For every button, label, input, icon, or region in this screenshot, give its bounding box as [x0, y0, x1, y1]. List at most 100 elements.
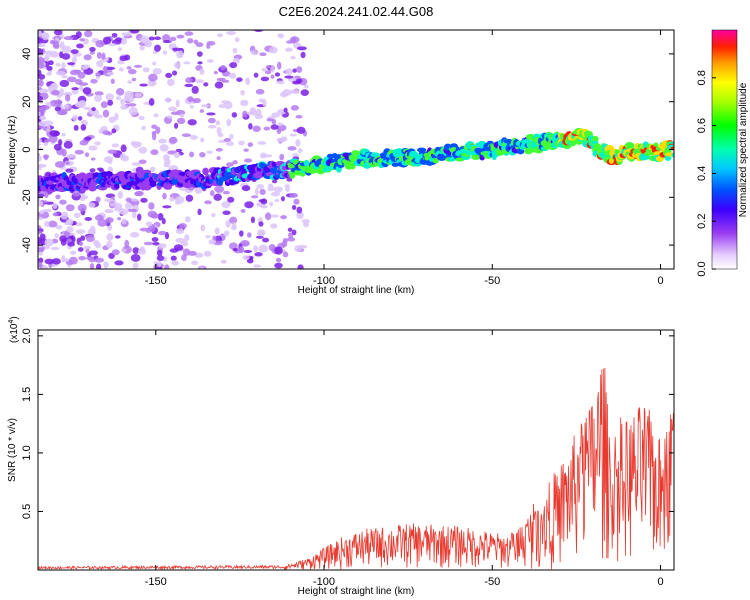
- heatmap-noise-cell: [286, 40, 294, 44]
- heatmap-noise-cell: [214, 81, 224, 89]
- heatmap-noise-cell: [59, 199, 67, 205]
- heatmap-noise-cell: [249, 107, 257, 114]
- heatmap-noise-cell: [39, 115, 47, 121]
- heatmap-noise-cell: [79, 38, 86, 42]
- colorbar: 0.0 0.2 0.4 0.6 0.8 Normalized spectral ampl…: [696, 29, 749, 277]
- heatmap-noise-cell: [175, 200, 181, 205]
- heatmap-noise-cell: [158, 230, 167, 236]
- heatmap-noise-cell: [61, 53, 71, 60]
- heatmap-noise-cell: [287, 146, 297, 151]
- heatmap-noise-cell: [38, 73, 46, 80]
- heatmap-noise-cell: [231, 112, 238, 118]
- heatmap-noise-cell: [284, 75, 294, 79]
- heatmap-noise-cell: [173, 122, 179, 129]
- heatmap-noise-cell: [84, 216, 92, 221]
- heatmap-y-ticks: -40 -20 0 20 40: [21, 48, 674, 253]
- heatmap-noise-cell: [80, 124, 87, 131]
- heatmap-noise-cell: [226, 118, 232, 127]
- heatmap-noise-cell: [271, 118, 277, 125]
- snr-y-tick-label: 1.0: [21, 445, 33, 460]
- heatmap-noise-cell: [229, 133, 234, 140]
- heatmap-noise-cell: [197, 61, 203, 65]
- snr-frame: [37, 329, 675, 571]
- heatmap-noise-cell: [128, 107, 138, 116]
- heatmap-noise-cell: [206, 150, 213, 154]
- heatmap-noise-cell: [185, 194, 194, 202]
- heatmap-noise-cell: [38, 57, 45, 64]
- heatmap-noise-cell: [38, 196, 41, 203]
- heatmap-ridge-cell: [113, 183, 120, 189]
- heatmap-noise-cell: [271, 112, 281, 118]
- heatmap-noise-cell: [71, 87, 79, 91]
- heatmap-noise-cell: [85, 234, 95, 243]
- heatmap-noise-cell: [280, 196, 285, 202]
- heatmap-noise-cell: [238, 246, 245, 254]
- heatmap-noise-cell: [203, 250, 212, 257]
- heatmap-noise-cell: [66, 226, 74, 233]
- heatmap-noise-cell: [38, 261, 43, 268]
- heatmap-noise-cell: [131, 77, 137, 82]
- heatmap-noise-cell: [156, 266, 163, 269]
- heatmap-noise-cell: [55, 70, 66, 76]
- heatmap-noise-cell: [240, 208, 246, 213]
- heatmap-noise-cell: [59, 79, 70, 88]
- heatmap-noise-cell: [94, 214, 104, 221]
- heatmap-noise-cell: [131, 210, 137, 219]
- heatmap-noise-cell: [258, 221, 264, 227]
- heatmap-noise-cell: [164, 97, 172, 103]
- heatmap-noise-cell: [173, 152, 181, 159]
- heatmap-noise-cell: [253, 245, 258, 252]
- heatmap-noise-cell: [91, 107, 96, 112]
- heatmap-noise-cell: [216, 126, 222, 135]
- heatmap-noise-cell: [89, 225, 96, 234]
- heatmap-noise-cell: [232, 247, 238, 252]
- heatmap-noise-cell: [54, 161, 65, 168]
- heatmap-noise-cell: [286, 237, 296, 242]
- heatmap-noise-cell: [257, 141, 267, 145]
- heatmap-noise-cell: [55, 225, 63, 230]
- heatmap-noise-cell: [127, 103, 137, 107]
- snr-x-axis-label: Height of straight line (km): [298, 586, 415, 597]
- heatmap-noise-cell: [83, 106, 91, 110]
- heatmap-noise-cell: [208, 239, 217, 245]
- heatmap-noise-cell: [170, 111, 179, 116]
- heatmap-noise-cell: [161, 218, 166, 225]
- heatmap-noise-cell: [274, 199, 280, 203]
- heatmap-noise-cell: [191, 260, 199, 265]
- heatmap-noise-cell: [94, 242, 102, 249]
- heatmap-noise-cell: [72, 114, 79, 122]
- heatmap-noise-cell: [145, 221, 153, 227]
- heatmap-noise-cell: [248, 122, 253, 130]
- heatmap-noise-cell: [47, 220, 58, 228]
- heatmap-noise-cell: [89, 51, 95, 55]
- heatmap-noise-cell: [274, 246, 283, 255]
- heatmap-noise-cell: [77, 116, 83, 121]
- heatmap-noise-cell: [115, 37, 123, 42]
- heatmap-noise-cell: [279, 153, 285, 161]
- heatmap-noise-cell: [303, 84, 309, 89]
- heatmap-noise-cell: [79, 100, 87, 107]
- heatmap-noise-cell: [109, 202, 117, 207]
- heatmap-noise-cell: [158, 138, 167, 144]
- heatmap-noise-cell: [282, 251, 289, 258]
- heatmap-noise-cell: [223, 230, 230, 237]
- heatmap-noise-cell: [105, 66, 116, 71]
- heatmap-noise-cell: [107, 99, 114, 106]
- heatmap-y-tick-label: 0: [21, 146, 33, 152]
- heatmap-noise-cell: [111, 143, 119, 148]
- heatmap-noise-cell: [75, 222, 83, 227]
- heatmap-noise-cell: [285, 68, 293, 75]
- heatmap-noise-cell: [187, 250, 197, 256]
- heatmap-noise-cell: [38, 95, 44, 102]
- heatmap-noise-cell: [156, 249, 163, 257]
- heatmap-noise-cell: [65, 218, 74, 226]
- heatmap-noise-cell: [254, 252, 263, 257]
- heatmap-noise-cell: [38, 44, 46, 48]
- heatmap-noise-cell: [302, 221, 310, 228]
- heatmap-noise-cell: [38, 62, 44, 69]
- heatmap-noise-cell: [226, 162, 234, 167]
- heatmap-noise-cell: [124, 239, 130, 248]
- heatmap-noise-cell: [94, 94, 103, 102]
- heatmap-noise-cell: [84, 30, 93, 38]
- heatmap-noise-cell: [243, 148, 249, 152]
